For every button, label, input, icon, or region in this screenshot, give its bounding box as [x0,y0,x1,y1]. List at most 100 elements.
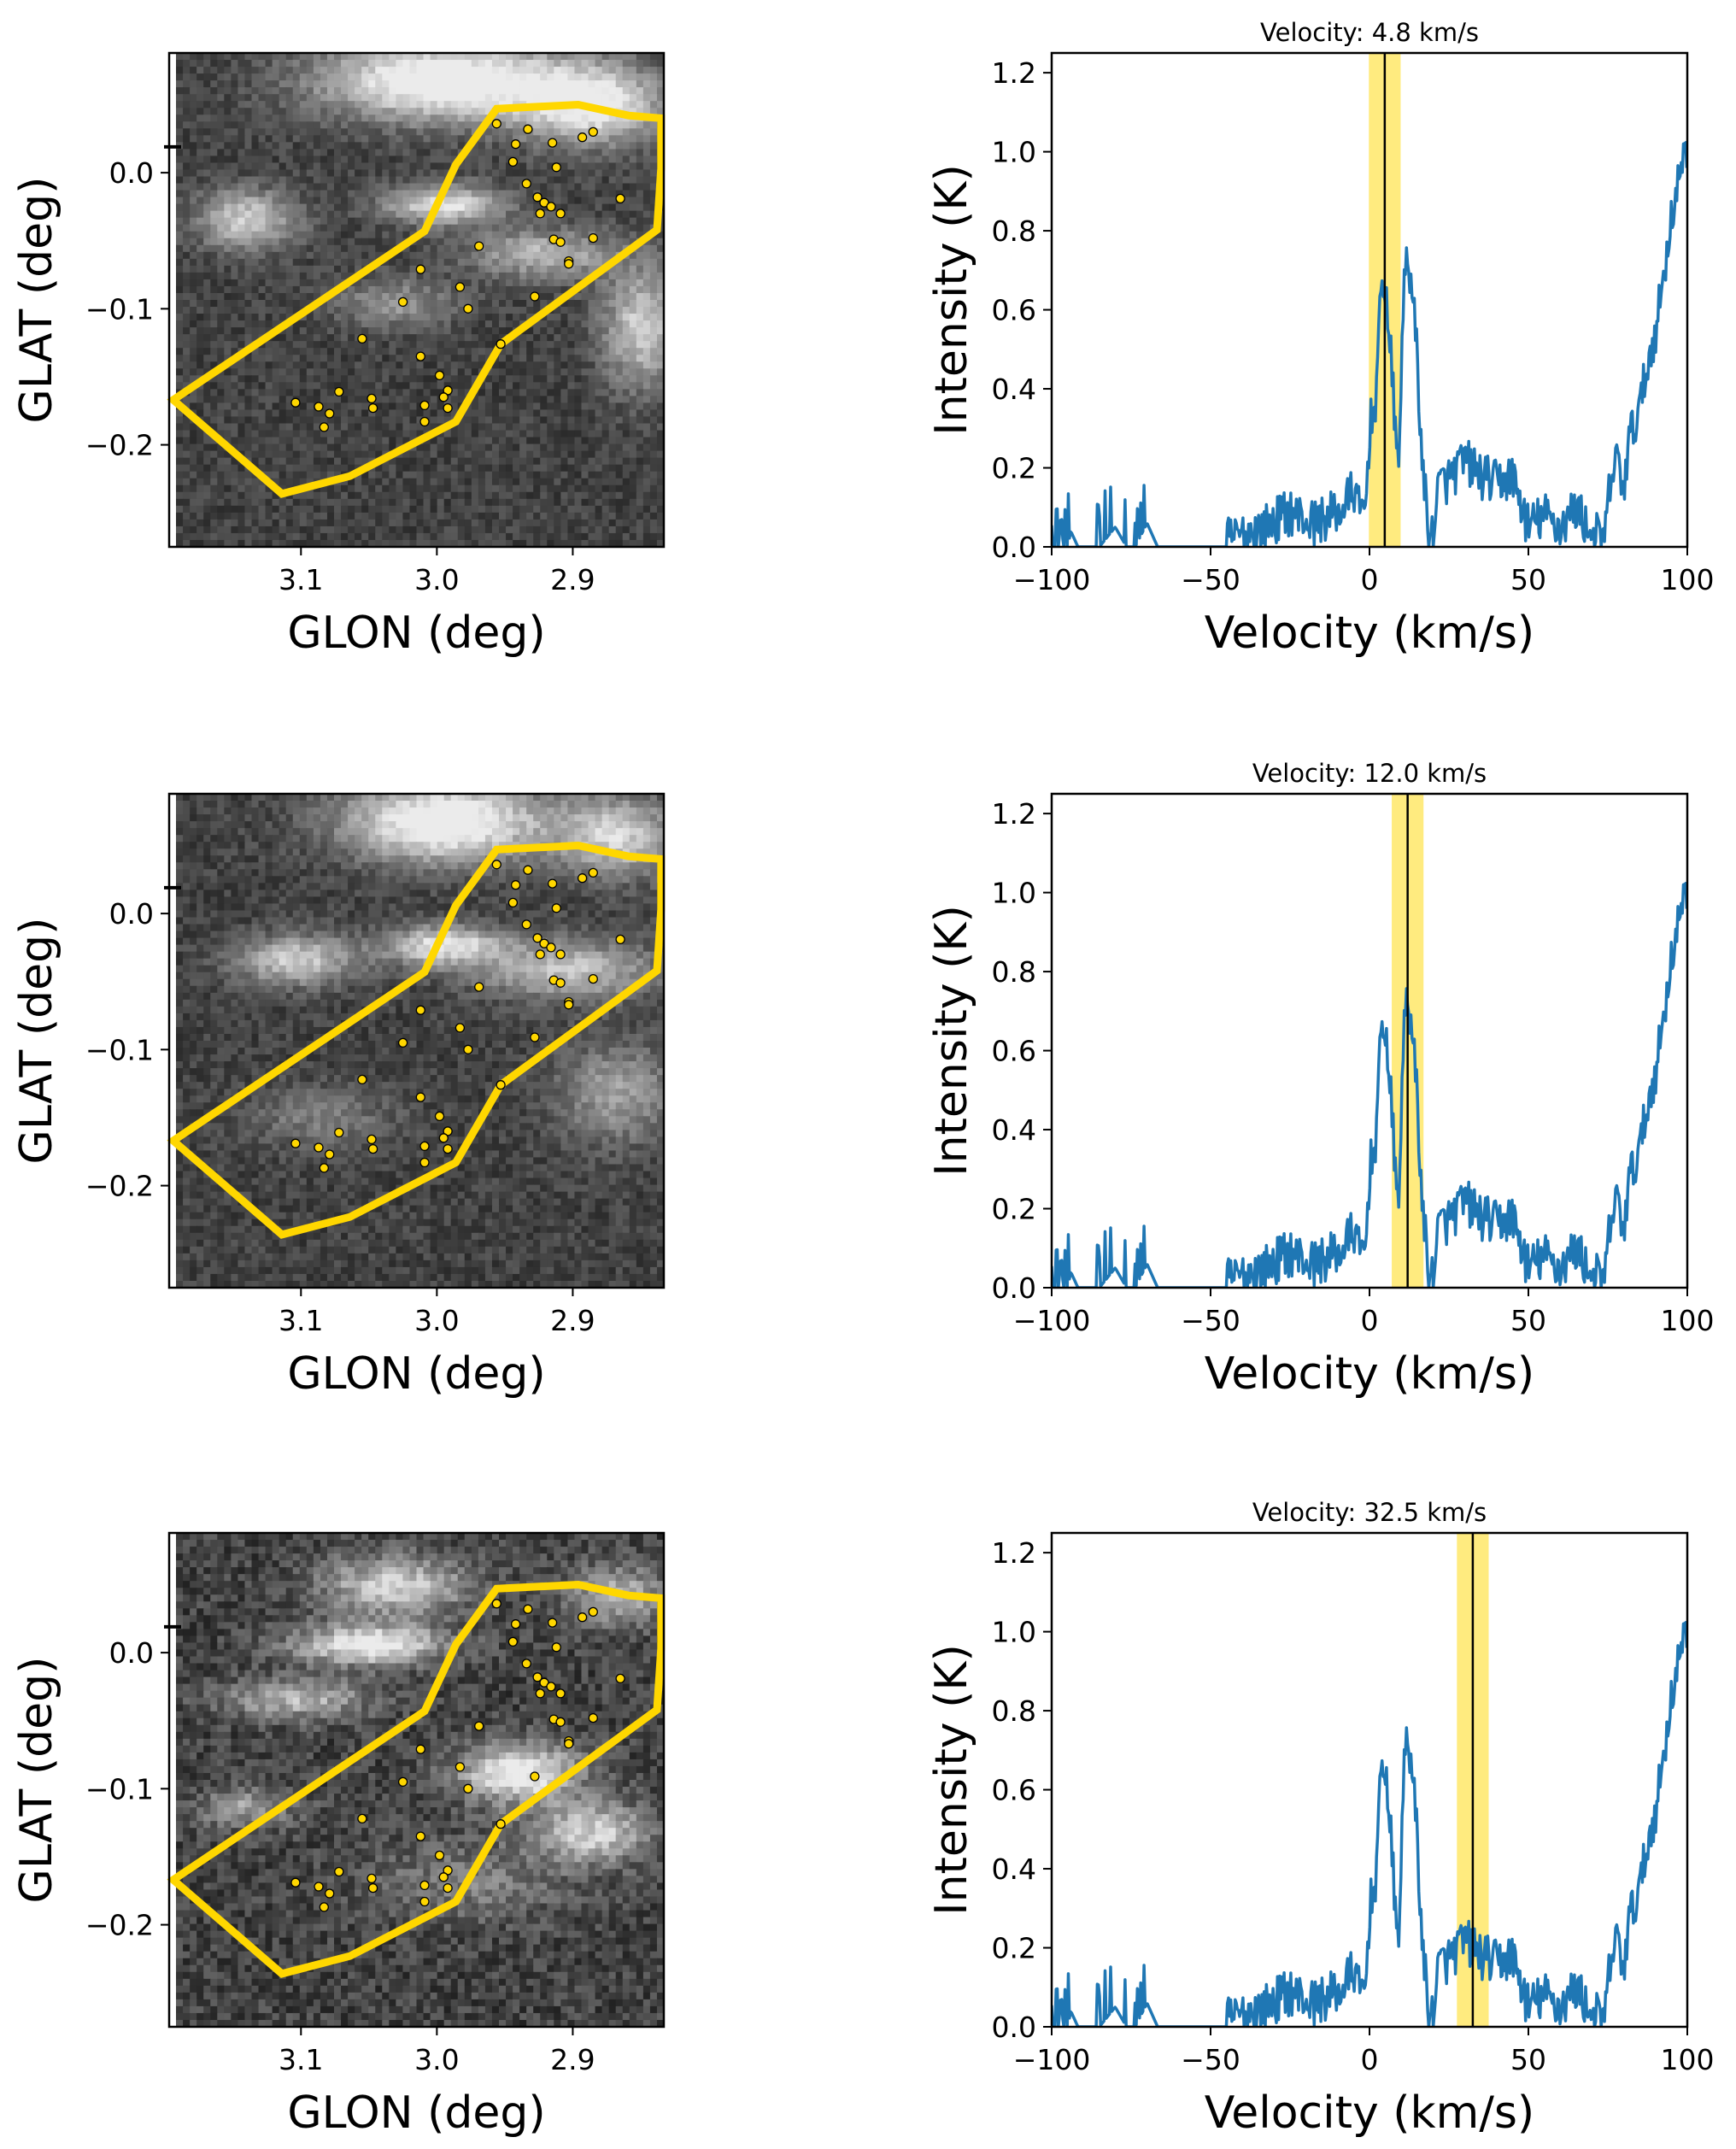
map-pixel [341,156,349,164]
map-pixel [642,258,651,267]
map-pixel [437,67,445,74]
map-pixel [251,238,260,246]
map-pixel [258,307,267,314]
map-pixel [533,389,541,396]
map-pixel [389,314,396,321]
map-pixel [629,73,637,81]
map-pixel [190,457,197,466]
map-pixel [334,190,342,198]
map-pixel [636,251,644,260]
map-pixel [238,149,246,157]
map-pixel [581,217,589,226]
map-pixel [629,437,637,445]
map-image [169,53,664,547]
map-pixel [622,224,630,232]
map-pixel [210,292,218,301]
map-pixel [649,450,658,459]
map-pixel [361,450,369,459]
map-pixel [176,53,184,61]
map-pixel [231,341,239,349]
map-pixel [636,512,644,520]
map-pixel [547,128,554,136]
map-pixel [513,382,520,390]
map-pixel [491,443,500,452]
map-pixel [375,402,383,411]
map-pixel [519,437,527,445]
map-pixel [595,53,603,61]
map-pixel [457,73,466,81]
map-pixel [649,464,658,473]
map-pixel [526,389,534,396]
map-pixel [306,292,314,301]
map-pixel [285,409,294,418]
map-pixel [437,162,445,171]
map-pixel [506,162,513,171]
map-pixel [176,292,184,301]
map-pixel [540,519,548,527]
map-pixel [231,53,239,61]
map-pixel [355,190,362,198]
map-pixel [279,355,287,362]
map-pixel [484,203,493,212]
map-pixel [443,519,452,527]
map-pixel [251,197,260,205]
map-pixel [217,382,225,390]
map-pixel [615,450,624,459]
map-pixel [622,457,630,466]
map-pixel [190,162,197,171]
map-pixel [506,498,513,507]
map-pixel [519,197,527,205]
map-pixel [554,519,561,527]
map-pixel [464,73,472,81]
map-pixel [409,217,418,226]
map-pixel [629,60,637,68]
map-pixel [581,183,589,191]
map-pixel [499,53,507,61]
map-pixel [279,265,287,273]
map-pixel [402,430,411,438]
map-pixel [526,457,534,466]
map-pixel [581,307,589,314]
map-pixel [238,272,246,280]
map-pixel [285,402,294,411]
map-pixel [430,450,438,459]
map-pixel [499,197,507,205]
map-pixel [629,300,637,308]
map-pixel [341,416,349,425]
map-pixel [231,231,239,239]
map-pixel [251,101,260,109]
map-pixel [203,121,211,129]
map-pixel [396,491,404,500]
map-pixel [348,314,355,321]
map-pixel [443,471,452,479]
map-pixel [457,183,466,191]
map-pixel [285,423,294,432]
map-pixel [285,162,294,171]
map-pixel [547,491,554,500]
map-pixel [622,265,630,273]
map-pixel [513,348,520,355]
map-pixel [416,361,425,369]
map-pixel [588,423,596,432]
map-pixel [547,416,554,425]
map-pixel [430,423,438,432]
map-pixel [649,101,658,109]
map-pixel [423,464,431,473]
map-pixel [272,190,280,198]
map-pixel [595,114,603,122]
map-pixel [656,101,664,109]
map-pixel [540,341,548,349]
map-pixel [389,80,396,88]
map-pixel [279,162,287,171]
map-pixel [457,67,466,74]
map-pixel [272,396,280,404]
map-pixel [292,307,301,314]
map-pixel [210,176,218,185]
map-pixel [320,314,328,321]
map-pixel [560,224,569,232]
map-pixel [430,498,438,507]
map-pixel [629,423,637,432]
map-pixel [478,382,486,390]
map-pixel [334,60,342,68]
map-pixel [601,389,610,396]
